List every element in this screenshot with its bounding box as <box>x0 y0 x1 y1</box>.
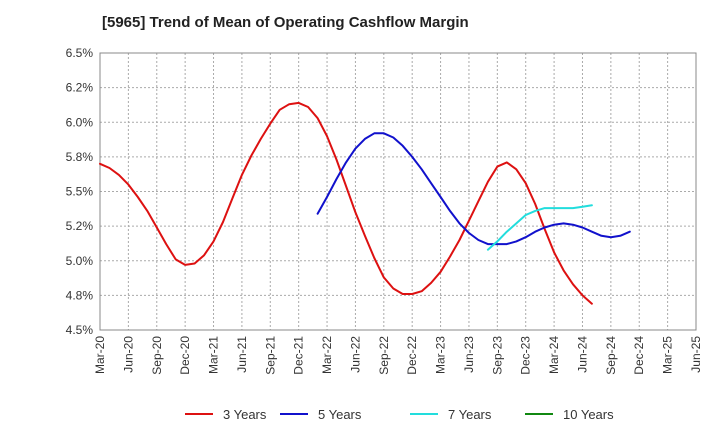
x-tick-label: Jun-21 <box>235 336 249 373</box>
x-tick-label: Mar-20 <box>93 336 107 374</box>
series <box>99 101 631 305</box>
x-tick-label: Mar-21 <box>207 336 221 374</box>
x-tick-label: Mar-24 <box>547 336 561 374</box>
x-axis: Mar-20 Jun-20 Sep-20 Dec-20 Mar-21 Jun-21 Sep-… <box>93 336 703 375</box>
chart-title: [5965] Trend of Mean of Operating Cashfl… <box>102 14 469 31</box>
y-tick-label: 5.0% <box>66 254 94 268</box>
x-tick-label: Jun-22 <box>348 336 362 373</box>
y-tick-label: 6.2% <box>66 81 94 95</box>
x-tick-label: Dec-23 <box>519 336 533 375</box>
x-tick-label: Sep-24 <box>604 336 618 375</box>
x-tick-label: Jun-25 <box>689 336 703 373</box>
legend-label: 5 Years <box>318 407 362 422</box>
x-tick-label: Jun-20 <box>121 336 135 373</box>
x-tick-label: Sep-21 <box>263 336 277 375</box>
x-tick-label: Sep-23 <box>490 336 504 375</box>
grid <box>100 53 696 330</box>
y-tick-label: 6.0% <box>66 115 94 129</box>
y-tick-label: 4.8% <box>66 288 94 302</box>
series-line-3-years <box>99 101 593 305</box>
legend-label: 3 Years <box>223 407 267 422</box>
x-tick-label: Dec-24 <box>632 336 646 375</box>
y-tick-label: 4.5% <box>66 323 94 337</box>
x-tick-label: Dec-21 <box>292 336 306 375</box>
legend-label: 10 Years <box>563 407 614 422</box>
x-tick-label: Dec-22 <box>405 336 419 375</box>
x-tick-label: Sep-22 <box>377 336 391 375</box>
series-line-7-years <box>486 204 593 251</box>
x-tick-label: Mar-22 <box>320 336 334 374</box>
legend-label: 7 Years <box>448 407 492 422</box>
x-tick-label: Sep-20 <box>150 336 164 375</box>
y-tick-label: 5.5% <box>66 185 94 199</box>
legend: 3 Years 5 Years 7 Years 10 Years <box>185 407 614 422</box>
y-tick-label: 6.5% <box>66 46 94 60</box>
y-axis: 4.5% 4.8% 5.0% 5.2% 5.5% 5.8% 6.0% 6.2% 6.5% <box>66 46 94 337</box>
y-tick-label: 5.2% <box>66 219 94 233</box>
series-line-5-years <box>316 132 631 246</box>
y-tick-label: 5.8% <box>66 150 94 164</box>
plot-area <box>99 52 697 331</box>
x-tick-label: Jun-23 <box>462 336 476 373</box>
x-tick-label: Dec-20 <box>178 336 192 375</box>
x-tick-label: Mar-23 <box>434 336 448 374</box>
x-tick-label: Mar-25 <box>661 336 675 374</box>
x-tick-label: Jun-24 <box>575 336 589 373</box>
